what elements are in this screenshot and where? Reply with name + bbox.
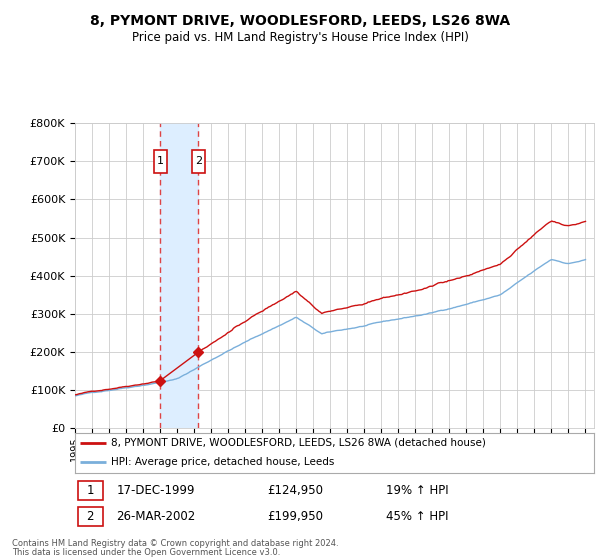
Text: 17-DEC-1999: 17-DEC-1999 — [116, 484, 195, 497]
Text: Price paid vs. HM Land Registry's House Price Index (HPI): Price paid vs. HM Land Registry's House … — [131, 31, 469, 44]
Text: This data is licensed under the Open Government Licence v3.0.: This data is licensed under the Open Gov… — [12, 548, 280, 557]
Text: 1: 1 — [86, 484, 94, 497]
Text: 19% ↑ HPI: 19% ↑ HPI — [386, 484, 449, 497]
Text: 45% ↑ HPI: 45% ↑ HPI — [386, 510, 449, 523]
Text: HPI: Average price, detached house, Leeds: HPI: Average price, detached house, Leed… — [112, 457, 335, 467]
Text: 1: 1 — [157, 156, 164, 166]
Text: 8, PYMONT DRIVE, WOODLESFORD, LEEDS, LS26 8WA (detached house): 8, PYMONT DRIVE, WOODLESFORD, LEEDS, LS2… — [112, 438, 486, 448]
FancyBboxPatch shape — [77, 507, 103, 526]
Text: £199,950: £199,950 — [267, 510, 323, 523]
Text: 8, PYMONT DRIVE, WOODLESFORD, LEEDS, LS26 8WA: 8, PYMONT DRIVE, WOODLESFORD, LEEDS, LS2… — [90, 14, 510, 28]
Text: £124,950: £124,950 — [267, 484, 323, 497]
Text: Contains HM Land Registry data © Crown copyright and database right 2024.: Contains HM Land Registry data © Crown c… — [12, 539, 338, 548]
FancyBboxPatch shape — [154, 150, 167, 173]
Text: 2: 2 — [195, 156, 202, 166]
FancyBboxPatch shape — [192, 150, 205, 173]
FancyBboxPatch shape — [77, 481, 103, 500]
Text: 2: 2 — [86, 510, 94, 523]
Bar — [160, 123, 199, 428]
Text: 26-MAR-2002: 26-MAR-2002 — [116, 510, 196, 523]
